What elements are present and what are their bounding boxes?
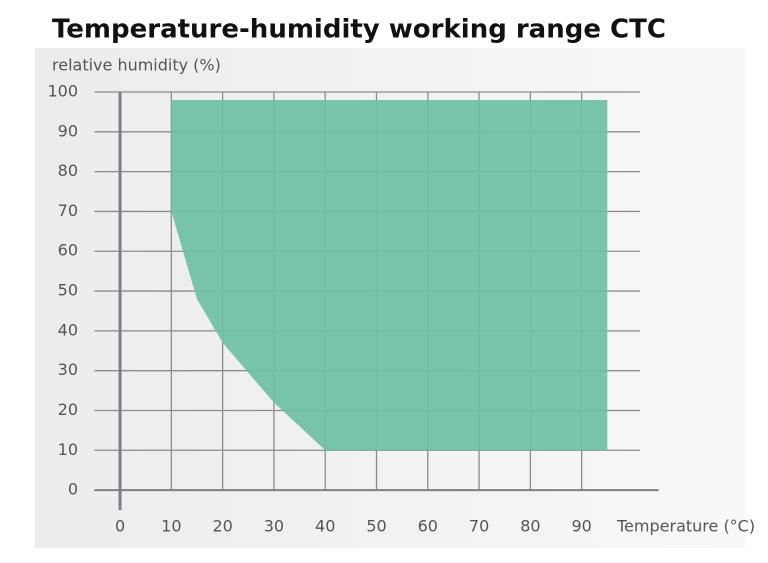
- x-tick-label: 70: [469, 517, 489, 536]
- x-tick-label: 40: [315, 517, 335, 536]
- marks: [171, 99, 608, 451]
- y-tick-label: 90: [58, 121, 78, 140]
- axes: 0 10 20 30 40 50 60 70 80 90 100 0 10 20 30 40 50 60 70 80 9…: [47, 82, 659, 536]
- y-tick-label: 50: [58, 281, 78, 300]
- y-tick-label: 100: [47, 82, 78, 101]
- x-tick-label: 10: [161, 517, 181, 536]
- y-tick-label: 70: [58, 201, 78, 220]
- y-tick-label: 30: [58, 360, 78, 379]
- x-tick-label: 80: [520, 517, 540, 536]
- y-axis-label: relative humidity (%): [52, 56, 221, 75]
- area: [171, 99, 608, 451]
- y-tick-label: 10: [58, 440, 78, 459]
- x-tick-label: 20: [212, 517, 232, 536]
- x-tick-label: 0: [115, 517, 125, 536]
- y-tick-label: 40: [58, 320, 78, 339]
- x-tick-label: 50: [366, 517, 386, 536]
- y-tick-label: 20: [58, 400, 78, 419]
- y-tick-label: 60: [58, 241, 78, 260]
- x-tick-label: 30: [264, 517, 284, 536]
- x-axis-label: Temperature (°C): [616, 517, 755, 536]
- chart-title: Temperature-humidity working range CTC: [52, 15, 666, 45]
- y-tick-label: 80: [58, 161, 78, 180]
- y-tick-label: 0: [68, 480, 78, 499]
- x-tick-label: 90: [571, 517, 591, 536]
- x-tick-label: 60: [418, 517, 438, 536]
